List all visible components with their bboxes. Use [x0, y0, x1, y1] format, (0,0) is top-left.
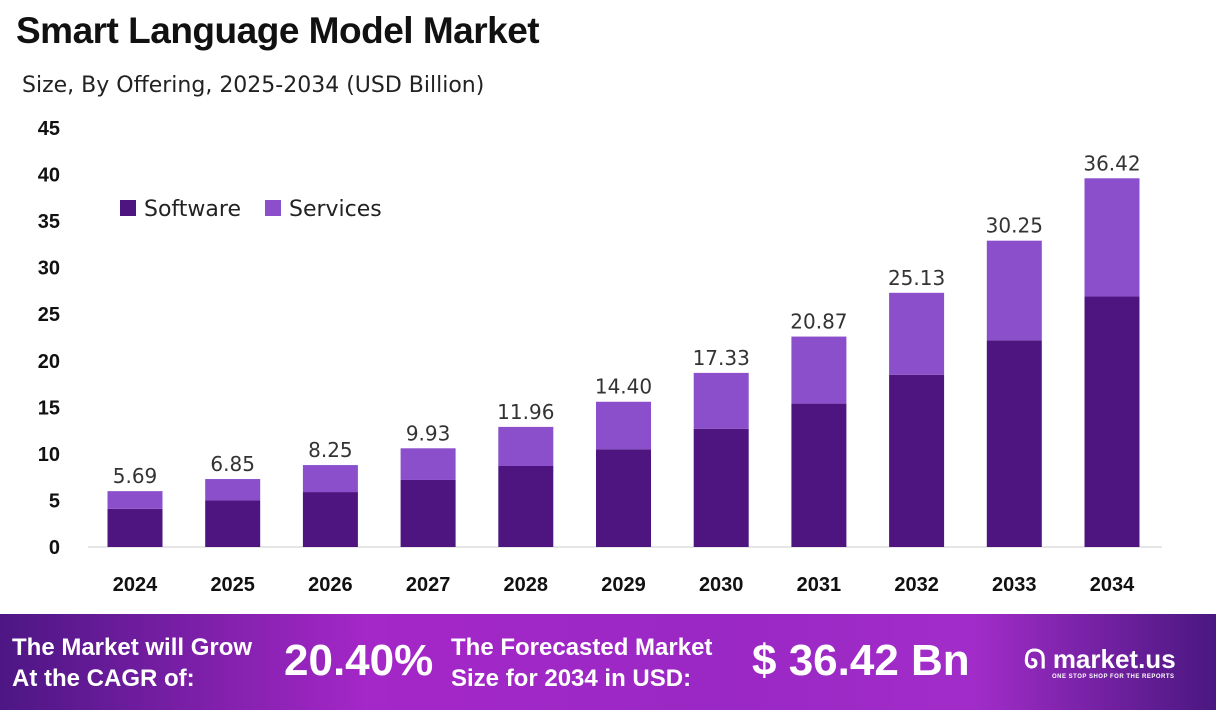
bar-software-2032 — [889, 374, 945, 547]
bar-software-2025 — [205, 500, 261, 547]
cagr-value: 20.40% — [284, 636, 434, 685]
bar-software-2030 — [693, 428, 749, 547]
bar-software-2027 — [400, 479, 456, 547]
cagr-label: The Market will Grow At the CAGR of: — [12, 632, 252, 694]
bar-software-2028 — [498, 465, 554, 547]
y-tick-label: 20 — [38, 351, 60, 373]
bar-software-2026 — [302, 492, 358, 547]
bar-software-2033 — [986, 340, 1042, 547]
bar-services-2027 — [400, 448, 456, 480]
bar-software-2034 — [1084, 296, 1140, 547]
y-tick-label: 30 — [38, 258, 60, 280]
x-tick-label: 2025 — [210, 574, 255, 596]
y-tick-label: 25 — [38, 304, 60, 326]
bar-software-2029 — [596, 449, 651, 547]
chart-title: Smart Language Model Market — [16, 10, 540, 51]
data-label: 25.13 — [888, 266, 945, 290]
bar-services-2028 — [498, 426, 554, 466]
logo: ᘏ market.us ONE STOP SHOP FOR THE REPORTS — [1024, 644, 1176, 680]
chart: 0510152025303540455.6920246.8520258.2520… — [38, 118, 1162, 596]
footer-banner: The Market will Grow At the CAGR of: 20.4… — [0, 614, 1216, 710]
data-label: 17.33 — [693, 346, 750, 370]
y-tick-label: 15 — [38, 397, 60, 419]
x-tick-label: 2034 — [1090, 574, 1135, 596]
legend-swatch-services — [264, 200, 281, 216]
x-tick-label: 2028 — [504, 574, 549, 596]
y-tick-label: 0 — [49, 537, 60, 559]
x-tick-label: 2029 — [601, 574, 646, 596]
y-tick-label: 35 — [38, 211, 60, 233]
size-label-line1: The Forecasted Market — [451, 634, 713, 661]
x-tick-label: 2032 — [894, 574, 939, 596]
bar-services-2033 — [986, 240, 1042, 341]
bar-services-2029 — [596, 401, 651, 450]
bar-software-2024 — [107, 508, 163, 547]
data-label: 11.96 — [497, 400, 554, 424]
data-label: 20.87 — [790, 310, 847, 334]
data-label: 30.25 — [986, 214, 1043, 238]
cagr-label-line1: The Market will Grow — [12, 634, 253, 661]
y-tick-label: 10 — [38, 444, 60, 466]
bar-services-2026 — [302, 465, 358, 493]
legend-label-software: Software — [144, 197, 241, 222]
bar-services-2034 — [1084, 178, 1140, 297]
size-label: The Forecasted Market Size for 2034 in US… — [451, 632, 712, 694]
data-label: 36.42 — [1083, 151, 1140, 175]
bar-services-2031 — [791, 336, 847, 404]
x-tick-label: 2033 — [992, 574, 1037, 596]
data-label: 6.85 — [210, 452, 255, 476]
y-tick-label: 5 — [49, 490, 60, 512]
bar-services-2025 — [205, 479, 261, 501]
bar-software-2031 — [791, 403, 847, 547]
data-label: 8.25 — [308, 438, 353, 462]
x-tick-label: 2031 — [797, 574, 842, 596]
data-label: 14.40 — [595, 375, 652, 399]
chart-subtitle: Size, By Offering, 2025-2034 (USD Billio… — [22, 73, 485, 98]
bar-services-2032 — [889, 292, 945, 375]
y-tick-label: 45 — [38, 118, 60, 140]
size-value: $ 36.42 Bn — [752, 636, 970, 685]
x-tick-label: 2030 — [699, 574, 744, 596]
legend-label-services: Services — [289, 197, 382, 222]
bar-services-2024 — [107, 491, 163, 509]
logo-icon: ᘏ — [1024, 644, 1053, 674]
x-tick-label: 2027 — [406, 574, 451, 596]
data-label: 5.69 — [113, 464, 158, 488]
data-label: 9.93 — [406, 421, 451, 445]
logo-tagline: ONE STOP SHOP FOR THE REPORTS — [1052, 674, 1175, 680]
bar-services-2030 — [693, 372, 749, 429]
y-tick-label: 40 — [38, 165, 60, 187]
size-label-line2: Size for 2034 in USD: — [451, 665, 692, 692]
cagr-label-line2: At the CAGR of: — [12, 665, 195, 692]
legend-swatch-software — [120, 200, 136, 216]
logo-text: market.us — [1052, 644, 1176, 674]
x-tick-label: 2026 — [308, 574, 353, 596]
x-tick-label: 2024 — [113, 574, 158, 596]
